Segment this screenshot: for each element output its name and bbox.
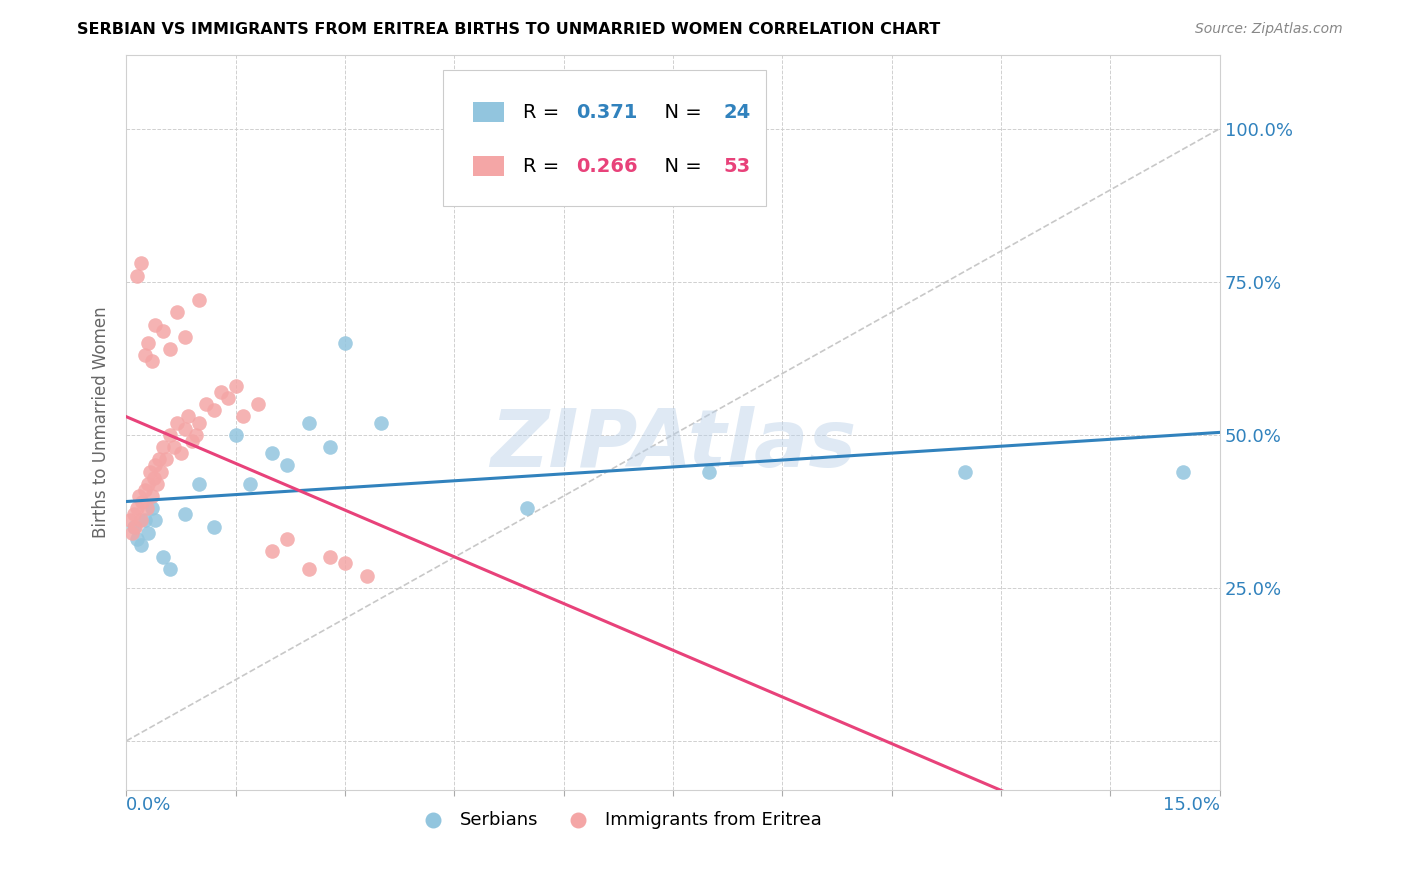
Point xyxy=(159,427,181,442)
Point xyxy=(184,427,207,442)
Text: 0.0%: 0.0% xyxy=(127,796,172,814)
Point xyxy=(138,465,160,479)
Point xyxy=(124,519,146,533)
Point xyxy=(145,318,167,332)
Point xyxy=(129,256,152,270)
Point xyxy=(141,489,163,503)
Text: SERBIAN VS IMMIGRANTS FROM ERITREA BIRTHS TO UNMARRIED WOMEN CORRELATION CHART: SERBIAN VS IMMIGRANTS FROM ERITREA BIRTH… xyxy=(77,22,941,37)
Point xyxy=(170,446,193,460)
Text: N =: N = xyxy=(652,103,709,121)
Point xyxy=(516,501,538,516)
Point xyxy=(141,501,163,516)
Text: ZIPAtlas: ZIPAtlas xyxy=(489,406,856,483)
FancyBboxPatch shape xyxy=(472,102,503,122)
FancyBboxPatch shape xyxy=(443,70,766,206)
Point xyxy=(202,519,225,533)
Point xyxy=(121,525,143,540)
Point xyxy=(173,508,195,522)
Text: 0.266: 0.266 xyxy=(575,157,637,176)
Point xyxy=(145,514,167,528)
Point xyxy=(143,470,166,484)
Point xyxy=(239,476,262,491)
Text: Source: ZipAtlas.com: Source: ZipAtlas.com xyxy=(1195,22,1343,37)
Text: R =: R = xyxy=(523,103,565,121)
Point xyxy=(129,538,152,552)
Point xyxy=(122,519,145,533)
Point xyxy=(152,550,174,565)
Text: 0.371: 0.371 xyxy=(575,103,637,121)
Point xyxy=(202,403,225,417)
Text: R =: R = xyxy=(523,157,565,176)
Point xyxy=(195,397,218,411)
Point xyxy=(173,422,195,436)
Point xyxy=(136,476,159,491)
Point xyxy=(131,495,153,509)
Point xyxy=(155,452,177,467)
Point xyxy=(180,434,202,448)
Text: 53: 53 xyxy=(723,157,751,176)
Point xyxy=(297,562,319,576)
Point xyxy=(150,465,173,479)
Point xyxy=(152,440,174,454)
Point xyxy=(148,452,170,467)
Point xyxy=(166,416,188,430)
Point xyxy=(136,525,159,540)
Point xyxy=(188,416,211,430)
Point xyxy=(262,446,284,460)
Point xyxy=(177,409,200,424)
FancyBboxPatch shape xyxy=(472,156,503,177)
Point xyxy=(370,416,392,430)
Point xyxy=(276,458,298,473)
Text: 24: 24 xyxy=(723,103,751,121)
Point xyxy=(262,544,284,558)
Point xyxy=(217,391,239,405)
Y-axis label: Births to Unmarried Women: Births to Unmarried Women xyxy=(93,307,110,539)
Point xyxy=(1173,465,1195,479)
Point xyxy=(953,465,976,479)
Point xyxy=(173,330,195,344)
Point xyxy=(127,268,149,283)
Point xyxy=(276,532,298,546)
Point xyxy=(159,562,181,576)
Point xyxy=(356,568,378,582)
Point xyxy=(145,458,167,473)
Point xyxy=(146,476,169,491)
Point xyxy=(118,514,141,528)
Point xyxy=(136,335,159,350)
Point xyxy=(232,409,254,424)
Point xyxy=(135,501,157,516)
Text: N =: N = xyxy=(652,157,709,176)
Point xyxy=(122,508,145,522)
Point xyxy=(134,348,156,362)
Point xyxy=(159,342,181,356)
Point xyxy=(128,489,150,503)
Point xyxy=(209,384,232,399)
Legend: Serbians, Immigrants from Eritrea: Serbians, Immigrants from Eritrea xyxy=(408,804,830,836)
Point xyxy=(319,440,342,454)
Point xyxy=(333,335,356,350)
Point xyxy=(699,465,721,479)
Point xyxy=(188,476,211,491)
Point xyxy=(141,354,163,368)
Point xyxy=(134,483,156,497)
Point xyxy=(225,427,247,442)
Point xyxy=(188,293,211,307)
Point xyxy=(127,532,149,546)
Point xyxy=(297,416,319,430)
Text: 15.0%: 15.0% xyxy=(1163,796,1220,814)
Point xyxy=(225,378,247,392)
Point xyxy=(152,324,174,338)
Point xyxy=(134,514,156,528)
Point xyxy=(163,440,186,454)
Point xyxy=(333,557,356,571)
Point xyxy=(129,514,152,528)
Point xyxy=(166,305,188,319)
Point xyxy=(246,397,269,411)
Point xyxy=(127,501,149,516)
Point xyxy=(319,550,342,565)
